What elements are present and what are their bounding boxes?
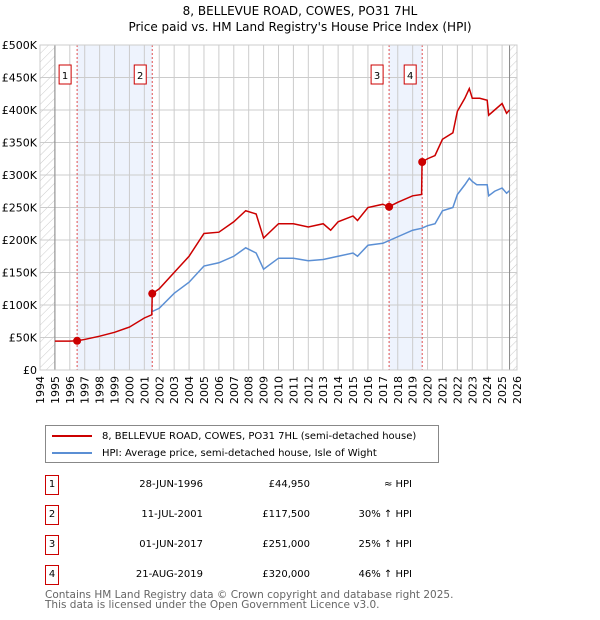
sale-point [148,289,157,298]
x-tick-label: 2000 [123,376,136,404]
x-tick-label: 2014 [332,376,345,404]
legend-label: HPI: Average price, semi-detached house,… [102,447,377,459]
sale-price: £117,500 [262,509,310,520]
x-tick-label: 2008 [243,376,256,404]
x-tick-label: 2020 [422,376,435,404]
series-line [151,177,511,313]
y-tick-label: £50K [9,332,38,345]
sale-hpi-compare: 30% ↑ HPI [358,509,412,520]
legend-item-hpi: HPI: Average price, semi-detached house,… [52,445,377,461]
x-tick-label: 2025 [496,376,509,404]
legend-swatch-blue [52,452,92,454]
chart-title: 8, BELLEVUE ROAD, COWES, PO31 7HL [182,4,418,18]
x-tick-label: 2026 [511,376,524,404]
x-tick-label: 2011 [287,376,300,404]
y-tick-label: £450K [2,72,38,85]
footer: Contains HM Land Registry data © Crown c… [45,589,454,611]
y-tick-label: £250K [2,202,38,215]
footer-line: Contains HM Land Registry data © Crown c… [45,589,454,601]
chart-subtitle: Price paid vs. HM Land Registry's House … [128,20,472,34]
sale-point [73,336,82,345]
sale-number: 2 [45,505,59,525]
sale-label: 4 [407,71,413,82]
y-tick-label: £200K [2,234,38,247]
x-tick-label: 2017 [377,376,390,404]
x-tick-label: 2012 [302,376,315,404]
x-tick-label: 1997 [79,376,92,404]
sale-date: 01-JUN-2017 [139,539,203,550]
sale-label: 1 [62,71,68,82]
sale-price: £44,950 [268,479,310,490]
sale-date: 21-AUG-2019 [135,569,203,580]
sale-number: 4 [45,565,59,585]
sale-date: 28-JUN-1996 [139,479,203,490]
x-tick-label: 2004 [183,376,196,404]
legend-swatch-red [52,435,92,437]
sale-label-box [403,64,417,85]
x-tick-label: 2021 [436,376,449,404]
x-tick-label: 2024 [481,376,494,404]
x-tick-label: 1995 [49,376,62,404]
sale-price: £320,000 [262,569,310,580]
sale-label-box [370,64,384,85]
legend-label: 8, BELLEVUE ROAD, COWES, PO31 7HL (semi-… [102,430,417,442]
x-tick-label: 1994 [34,376,47,404]
sale-price: £251,000 [262,539,310,550]
x-tick-label: 2001 [138,376,151,404]
sale-date: 11-JUL-2001 [141,509,203,520]
x-tick-label: 1998 [94,376,107,404]
x-tick-label: 2022 [451,376,464,404]
y-tick-label: £150K [2,267,38,280]
y-tick-label: £300K [2,169,38,182]
x-tick-label: 1999 [109,376,122,404]
x-tick-label: 2018 [392,376,405,404]
legend-item-property: 8, BELLEVUE ROAD, COWES, PO31 7HL (semi-… [52,428,416,444]
sale-point [385,202,394,211]
sale-hpi-compare: 25% ↑ HPI [358,539,412,550]
sale-row: 4 21-AUG-2019 £320,000 46% ↑ HPI [45,565,445,585]
x-tick-label: 2003 [168,376,181,404]
sale-label: 3 [374,71,380,82]
plot-border [39,44,518,371]
sale-number: 3 [45,535,59,555]
y-tick-label: £500K [2,39,38,52]
sale-point [418,158,427,166]
x-tick-label: 2007 [228,376,241,404]
x-tick-label: 2019 [407,376,420,404]
y-tick-label: £350K [2,137,38,150]
x-tick-label: 2013 [317,376,330,404]
sale-hpi-compare: 46% ↑ HPI [358,569,412,580]
x-tick-label: 2015 [347,376,360,404]
y-tick-label: £0 [23,364,37,377]
footer-line: This data is licensed under the Open Gov… [45,599,380,611]
x-tick-label: 2006 [213,376,226,404]
series-line [54,86,511,342]
sale-hpi-compare: ≈ HPI [383,479,412,490]
x-tick-label: 2009 [258,376,271,404]
x-tick-label: 2005 [198,376,211,404]
sale-row: 3 01-JUN-2017 £251,000 25% ↑ HPI [45,535,445,555]
sale-row: 2 11-JUL-2001 £117,500 30% ↑ HPI [45,505,445,525]
x-tick-label: 2002 [153,376,166,404]
x-tick-label: 2010 [273,376,286,404]
x-tick-label: 2016 [362,376,375,404]
price-chart: £0 £50K £100K £150K £200K £250K £300K £350K £400… [2,39,524,404]
y-tick-label: £400K [2,104,38,117]
sale-label-box [58,64,72,85]
sale-row: 1 28-JUN-1996 £44,950 ≈ HPI [45,475,445,495]
x-tick-label: 1996 [64,376,77,404]
y-tick-label: £100K [2,299,38,312]
sale-label-box [133,64,147,85]
x-tick-label: 2023 [466,376,479,404]
sale-label: 2 [137,71,143,82]
sale-number: 1 [45,475,59,495]
legend: 8, BELLEVUE ROAD, COWES, PO31 7HL (semi-… [45,425,439,463]
